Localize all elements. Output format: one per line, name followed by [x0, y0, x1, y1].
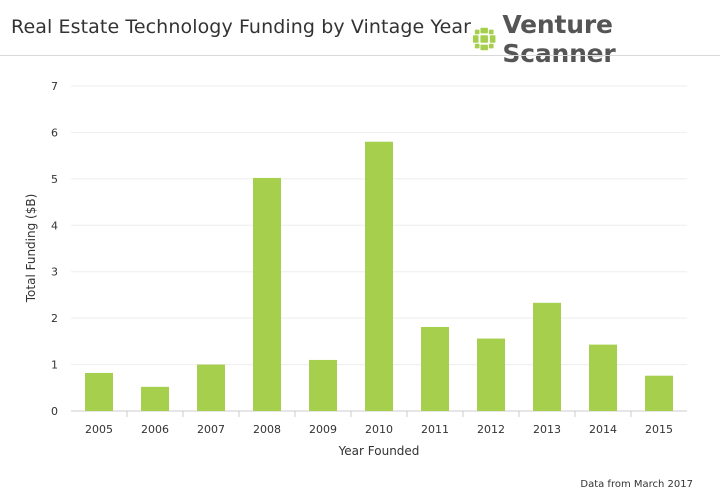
y-axis-label: Total Funding ($B) [24, 194, 38, 304]
x-tick-label: 2008 [253, 423, 281, 436]
bar-2014[interactable] [589, 344, 617, 411]
x-axis-label: Year Founded [338, 444, 420, 458]
bar-2009[interactable] [309, 359, 337, 411]
chart-title: Real Estate Technology Funding by Vintag… [11, 16, 472, 38]
y-tick-label: 5 [51, 173, 58, 186]
venture-scanner-logo-icon [472, 27, 496, 51]
y-tick-label: 7 [51, 80, 58, 93]
y-tick-label: 4 [51, 219, 58, 232]
x-tick-label: 2014 [589, 423, 617, 436]
x-tick-label: 2010 [365, 423, 393, 436]
brand-logo: Venture Scanner [472, 10, 720, 68]
bar-2011[interactable] [421, 326, 449, 411]
y-tick-label: 1 [51, 359, 58, 372]
y-axis-ticks: 0 1 2 3 4 5 6 7 [51, 80, 58, 418]
bar-2008[interactable] [253, 177, 281, 411]
x-tick-label: 2007 [197, 423, 225, 436]
y-tick-label: 0 [51, 405, 58, 418]
x-tick-label: 2013 [533, 423, 561, 436]
header-divider [0, 55, 720, 56]
x-tick-label: 2011 [421, 423, 449, 436]
x-tick-label: 2006 [141, 423, 169, 436]
y-tick-label: 6 [51, 126, 58, 139]
x-tick-label: 2015 [645, 423, 673, 436]
x-axis-ticks: 2005 2006 2007 2008 2009 2010 2011 2012 2013 2014… [85, 411, 673, 436]
bar-2010[interactable] [365, 141, 393, 411]
brand-name: Venture Scanner [502, 10, 616, 68]
x-tick-label: 2005 [85, 423, 113, 436]
bar-2006[interactable] [141, 386, 169, 411]
bar-2012[interactable] [477, 338, 505, 411]
bar-2015[interactable] [645, 375, 673, 411]
bar-2007[interactable] [197, 364, 225, 411]
chart-bars [85, 141, 673, 411]
y-tick-label: 2 [51, 312, 58, 325]
data-source-note: Data from March 2017 [580, 479, 693, 490]
bar-2005[interactable] [85, 372, 113, 411]
x-tick-label: 2012 [477, 423, 505, 436]
bar-2013[interactable] [533, 302, 561, 411]
y-tick-label: 3 [51, 266, 58, 279]
x-tick-label: 2009 [309, 423, 337, 436]
